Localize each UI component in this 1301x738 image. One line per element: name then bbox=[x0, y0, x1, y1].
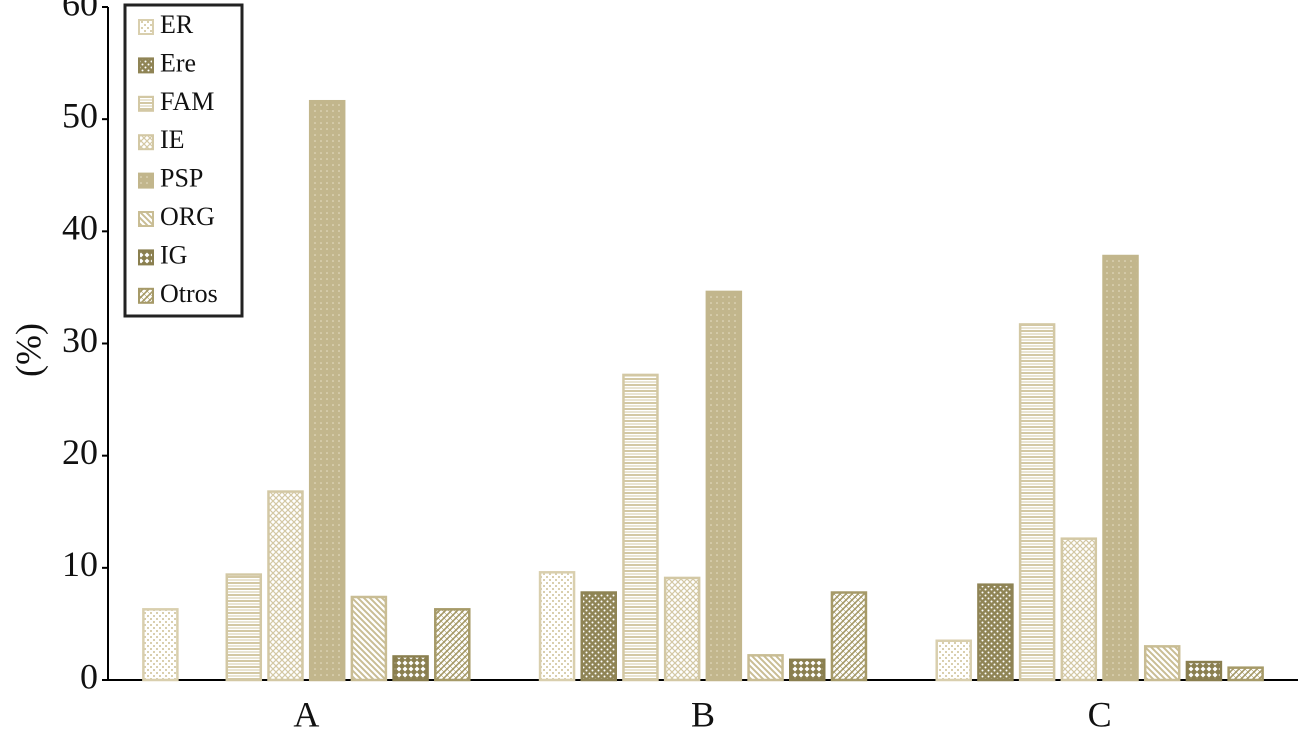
bar bbox=[830, 591, 868, 682]
legend-swatch bbox=[138, 172, 154, 189]
bar bbox=[705, 290, 743, 682]
y-tick-label: 20 bbox=[62, 432, 98, 472]
legend-label: ER bbox=[160, 10, 194, 39]
bar bbox=[1185, 660, 1223, 682]
legend-swatch bbox=[138, 249, 154, 266]
bar bbox=[789, 658, 826, 682]
y-tick-label: 30 bbox=[62, 320, 98, 360]
bar bbox=[977, 583, 1014, 682]
x-tick-label: B bbox=[691, 694, 715, 733]
legend-label: IE bbox=[160, 125, 185, 154]
legend-label: PSP bbox=[160, 164, 203, 193]
bar bbox=[580, 591, 617, 682]
legend-swatch bbox=[138, 211, 154, 227]
legend-swatch bbox=[138, 287, 154, 304]
legend-label: IG bbox=[160, 240, 187, 269]
bar bbox=[350, 595, 388, 682]
x-tick-label: A bbox=[293, 694, 319, 733]
y-tick-label: 10 bbox=[62, 544, 98, 584]
bar bbox=[1102, 254, 1139, 682]
bar bbox=[434, 608, 471, 682]
bar bbox=[142, 608, 179, 682]
legend-swatch bbox=[138, 134, 154, 151]
y-tick-label: 0 bbox=[80, 656, 98, 696]
bar bbox=[1143, 645, 1181, 682]
bar bbox=[1018, 323, 1056, 682]
y-tick-label: 40 bbox=[62, 208, 98, 248]
bar bbox=[663, 576, 701, 682]
y-tick-label: 60 bbox=[62, 0, 98, 23]
bar bbox=[1227, 666, 1264, 682]
bar bbox=[622, 373, 659, 682]
legend-swatch bbox=[138, 19, 154, 35]
legend-label: Ere bbox=[160, 48, 196, 77]
legend-label: Otros bbox=[160, 279, 218, 308]
legend-swatch bbox=[138, 95, 154, 112]
bar bbox=[308, 99, 346, 682]
legend-label: FAM bbox=[160, 87, 214, 116]
bar bbox=[1060, 537, 1098, 682]
y-tick-label: 50 bbox=[62, 95, 98, 135]
bar bbox=[538, 571, 576, 682]
legend-swatch bbox=[138, 57, 154, 74]
y-axis-label: (%) bbox=[8, 323, 48, 377]
bar bbox=[747, 654, 784, 682]
bar bbox=[935, 639, 972, 682]
x-tick-label: C bbox=[1088, 694, 1112, 733]
bar bbox=[267, 490, 304, 682]
bar bbox=[392, 655, 429, 682]
bar bbox=[225, 573, 263, 682]
legend-label: ORG bbox=[160, 202, 215, 231]
